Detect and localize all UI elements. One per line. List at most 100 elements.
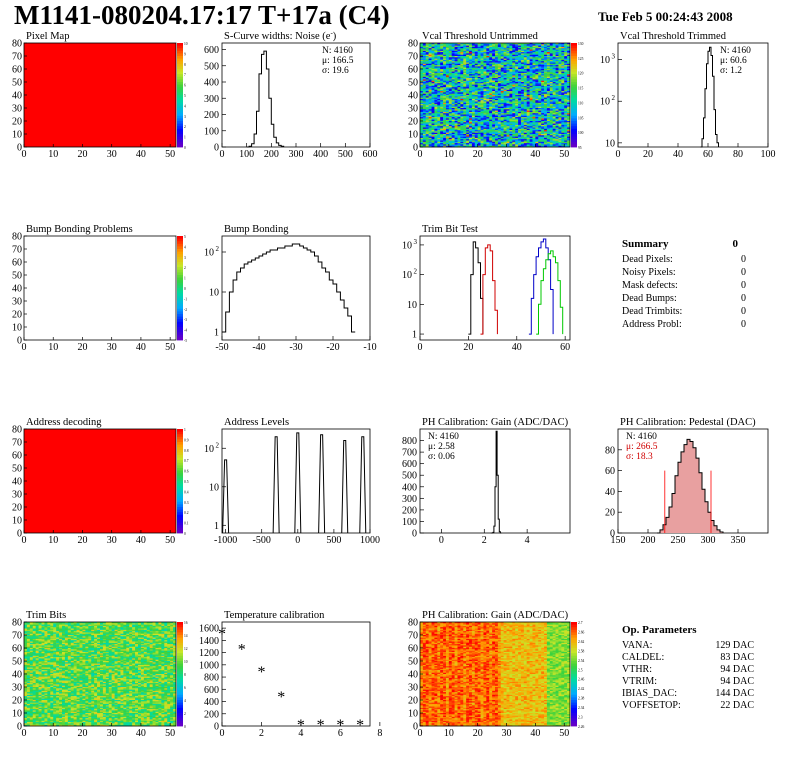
heatmap-cell [555,78,559,80]
heatmap-cell [451,45,455,48]
heatmap-cell [555,71,559,74]
heatmap-cell [552,124,556,127]
heatmap-cell [546,102,551,105]
heatmap-cell [544,84,548,87]
heatmap-cell [428,108,432,110]
heatmap-cell [546,57,551,59]
heatmap-cell [512,56,516,58]
heatmap-cell [434,113,438,115]
heatmap-cell [428,119,432,122]
heatmap-cell [454,113,458,115]
heatmap-cell [443,70,447,72]
heatmap-cell [544,114,548,117]
heatmap-cell [558,127,562,130]
heatmap-cell [431,104,435,106]
heatmap-cell [509,72,513,75]
heatmap-cell [29,663,34,666]
heatmap-cell [425,53,429,55]
heatmap-cell [32,668,36,671]
heatmap-cell [460,84,464,87]
heatmap-cell [538,110,542,113]
heatmap-cell [460,105,464,107]
heatmap-cell [541,46,545,49]
heatmap-cell [509,110,513,113]
heatmap-cell [515,124,519,127]
heatmap-cell [541,54,545,57]
heatmap-cell [497,88,502,91]
heatmap-cell [509,98,513,101]
heatmap-cell [486,79,490,81]
heatmap-cell [480,139,484,141]
heatmap-cell [549,102,553,105]
heatmap-cell [466,105,470,107]
heatmap-cell [526,53,530,55]
heatmap-cell [509,143,513,145]
heatmap-cell [32,681,36,684]
heatmap-cell [561,111,565,114]
heatmap-cell [520,58,525,61]
heatmap-cell [471,82,476,84]
heatmap-cell [457,82,461,84]
palette-swatch [177,509,183,513]
heatmap-cell [520,96,525,98]
heatmap-cell [526,110,530,113]
heatmap-cell [515,48,519,50]
heatmap-cell [448,56,453,58]
heatmap-cell [495,63,499,66]
heatmap-cell [538,66,542,68]
heatmap-cell [428,140,432,143]
heatmap-cell [440,85,444,88]
palette-swatch [177,123,183,127]
heatmap-cell [460,95,464,97]
heatmap-cell [546,96,551,98]
heatmap-cell [425,114,429,117]
heatmap-cell [434,97,438,100]
heatmap-cell [512,61,516,63]
heatmap-cell [561,76,565,79]
heatmap-cell [486,100,490,102]
heatmap-cell [503,109,507,111]
heatmap-cell [451,137,455,140]
heatmap-cell [512,43,516,45]
heatmap-cell [428,123,432,126]
heatmap-cell [495,109,499,111]
heatmap-cell [546,83,551,85]
heatmap-cell [561,53,565,55]
heatmap-cell [451,104,455,106]
heatmap-cell [515,144,519,146]
heatmap-cell [489,88,493,91]
heatmap-cell [477,72,481,75]
heatmap-cell [529,96,533,98]
heatmap-cell [486,74,490,76]
heatmap-cell [523,57,528,59]
heatmap-cell [552,139,556,141]
heatmap-cell [457,49,461,52]
heatmap-cell [512,75,516,78]
heatmap-cell [451,114,455,117]
heatmap-cell [477,50,481,53]
heatmap-cell [428,124,432,127]
heatmap-cell [561,106,565,109]
heatmap-cell [509,69,513,71]
heatmap-cell [420,104,424,106]
heatmap-cell [477,124,481,127]
heatmap-cell [445,80,450,83]
palette-swatch [177,324,183,328]
heatmap-cell [451,96,455,98]
heatmap-cell [32,675,36,677]
heatmap-cell [477,49,481,52]
heatmap-cell [420,91,424,93]
heatmap-cell [469,57,473,59]
heatmap-cell [564,106,568,109]
heatmap-cell [544,85,548,88]
heatmap-cell [428,141,432,144]
heatmap-cell [503,106,507,109]
palette-swatch [177,100,183,104]
heatmap-cell [457,109,461,111]
heatmap-cell [440,105,444,107]
heatmap-cell [558,56,562,58]
heatmap-cell [474,59,478,62]
y-tick-label: 600 [402,459,417,470]
palette-swatch [571,141,577,145]
heatmap-fill [24,429,176,533]
